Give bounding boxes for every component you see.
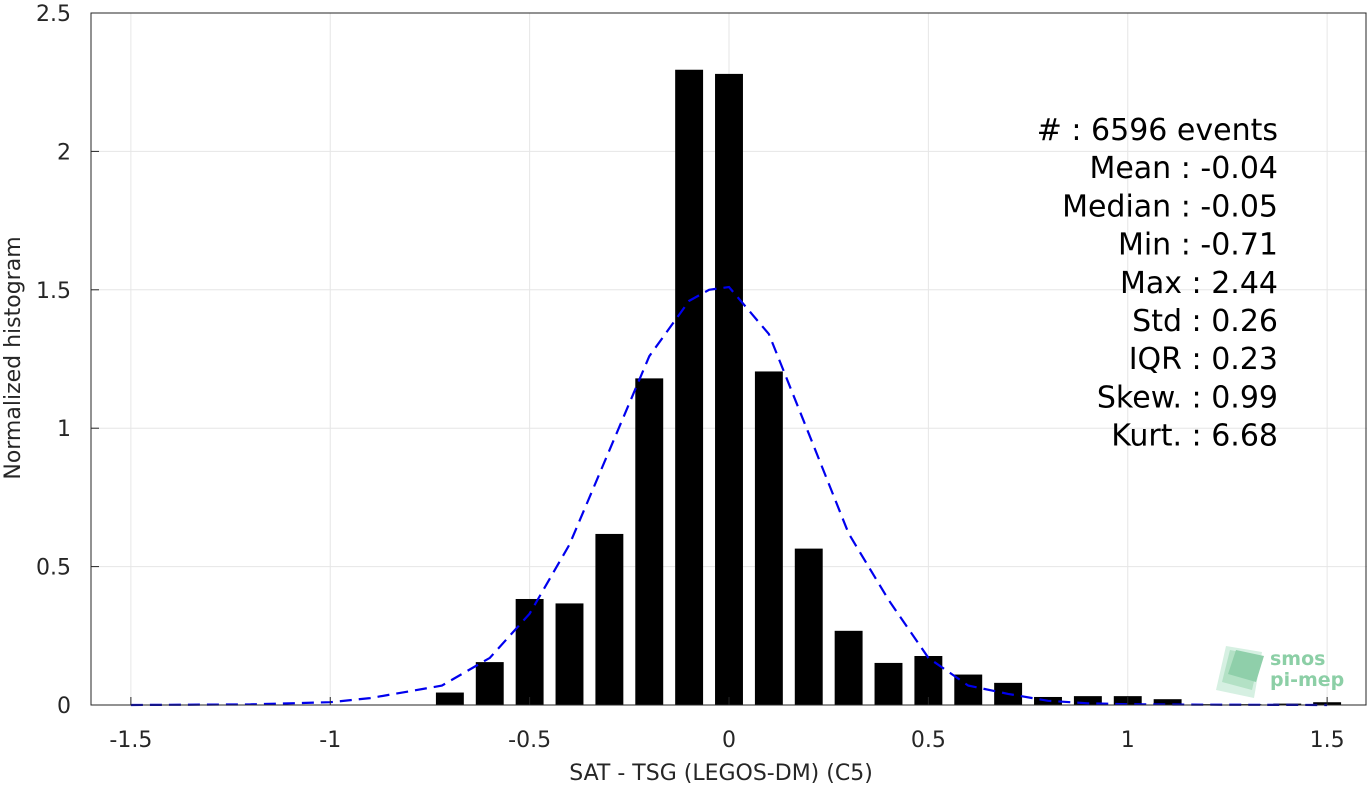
fit-curve [130, 285, 1328, 707]
y-tick-label: 1.5 [36, 279, 71, 304]
histogram-bar [475, 662, 504, 705]
x-axis-label: SAT - TSG (LEGOS-DM) (C5) [569, 761, 873, 785]
histogram-bar [435, 692, 464, 705]
x-tick-label: -1 [319, 728, 341, 753]
logo-text-pi-mep: pi-mep [1270, 669, 1344, 691]
stat-line: Std : 0.26 [1132, 304, 1278, 339]
x-tick-label: 1.5 [1310, 728, 1345, 753]
histogram-bar [595, 533, 624, 705]
y-tick-label: 2.5 [36, 2, 71, 27]
histogram-bar [635, 378, 664, 705]
stat-line: Min : -0.71 [1118, 228, 1278, 263]
y-tick-label: 0 [57, 694, 71, 719]
y-tick-label: 1 [57, 417, 71, 442]
histogram-bar [515, 598, 544, 705]
histogram-bar [754, 371, 783, 705]
stat-line: Median : -0.05 [1062, 189, 1278, 224]
smos-pi-mep-logo: smos pi-mep [1216, 646, 1344, 698]
logo-mark-icon [1216, 646, 1264, 698]
x-tick-label: 0.5 [911, 728, 946, 753]
fit-curve-line [130, 285, 1328, 707]
x-tick-label: 1 [1121, 728, 1135, 753]
x-tick-label: 0 [722, 728, 736, 753]
histogram-bar [794, 548, 823, 705]
histogram-bar [715, 73, 743, 706]
stat-line: Kurt. : 6.68 [1111, 419, 1278, 454]
x-tick-label: -0.5 [508, 728, 551, 753]
histogram-bar [555, 603, 584, 705]
histogram-bar [1153, 699, 1182, 705]
histogram-bar [675, 69, 704, 705]
histogram-bar [874, 662, 903, 705]
stat-line: IQR : 0.23 [1129, 342, 1278, 377]
y-tick-label: 0.5 [36, 556, 71, 581]
axis-ticks: -1.5 -1 -0.5 0 0.5 1 1.5 0 0.5 1 1.5 2 2.5 [36, 2, 1345, 753]
x-tick-label: -1.5 [109, 728, 152, 753]
stat-line: # : 6596 events [1037, 113, 1278, 148]
stat-line: Mean : -0.04 [1089, 151, 1278, 186]
histogram-bar [834, 630, 863, 705]
y-axis-label: Normalized histogram [1, 236, 26, 479]
y-tick-label: 2 [57, 140, 71, 165]
histogram-bar [1073, 696, 1102, 705]
logo-text-smos: smos [1270, 648, 1325, 670]
stat-line: Skew. : 0.99 [1097, 380, 1278, 415]
stat-line: Max : 2.44 [1120, 266, 1278, 301]
histogram-bars [435, 69, 1342, 706]
